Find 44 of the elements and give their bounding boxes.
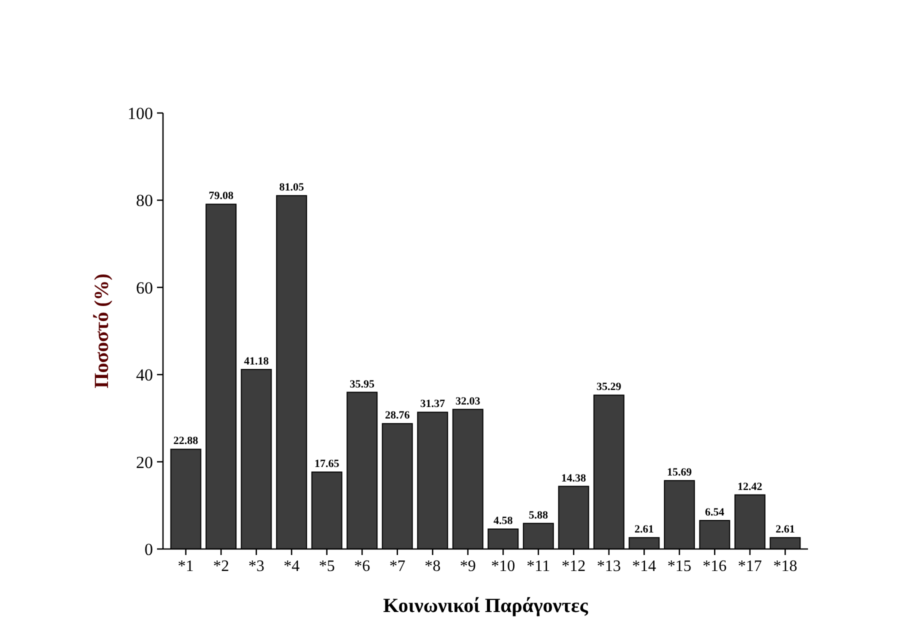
x-tick-label: *13 — [596, 558, 621, 575]
x-tick-label: *14 — [632, 558, 656, 575]
x-axis-title: Κοινωνικοί Παράγοντες — [383, 595, 588, 617]
x-tick-label: *11 — [526, 558, 550, 575]
data-label: 5.88 — [528, 509, 549, 522]
x-tick-label: *1 — [178, 558, 194, 575]
x-tick-label: *17 — [738, 558, 762, 575]
data-label: 4.58 — [494, 515, 514, 528]
data-label: 28.76 — [384, 410, 410, 422]
data-label: 32.03 — [455, 395, 481, 408]
y-axis-title: Ποσοστό (%) — [91, 274, 113, 388]
data-label: 2.61 — [776, 524, 795, 536]
data-label: 14.38 — [561, 472, 587, 484]
data-label: 17.65 — [314, 458, 340, 470]
y-tick-label: 40 — [136, 366, 153, 385]
x-tick-label: *9 — [460, 558, 476, 575]
x-tick-label: *5 — [318, 558, 335, 575]
y-tick-label: 60 — [136, 278, 153, 298]
x-tick-label: *10 — [491, 558, 516, 575]
x-tick-label: *18 — [773, 558, 798, 575]
data-label: 2.61 — [634, 524, 654, 536]
x-tick-label: *6 — [354, 558, 370, 575]
x-tick-label: *15 — [667, 558, 692, 575]
data-label: 35.95 — [350, 378, 375, 390]
x-tick-label: *12 — [562, 558, 586, 575]
x-tick-label: *2 — [213, 558, 230, 575]
data-label: 41.18 — [244, 355, 270, 368]
data-label: 15.69 — [667, 466, 692, 479]
x-tick-label: *16 — [702, 558, 727, 575]
x-tick-label: *8 — [424, 558, 441, 575]
y-tick-label: 20 — [136, 452, 153, 472]
data-label: 81.05 — [279, 182, 304, 194]
y-tick-label: 0 — [144, 540, 153, 559]
data-label: 35.29 — [596, 381, 622, 394]
data-label: 79.08 — [208, 190, 234, 202]
x-tick-label: *3 — [248, 558, 264, 575]
data-label: 6.54 — [705, 506, 725, 518]
y-tick-label: 100 — [128, 104, 153, 123]
data-label: 22.88 — [173, 435, 199, 448]
y-tick-label: 80 — [136, 191, 153, 210]
x-tick-label: *7 — [389, 558, 406, 575]
data-label: 12.42 — [738, 480, 763, 493]
x-tick-label: *4 — [284, 558, 300, 575]
data-label: 31.37 — [420, 398, 446, 410]
